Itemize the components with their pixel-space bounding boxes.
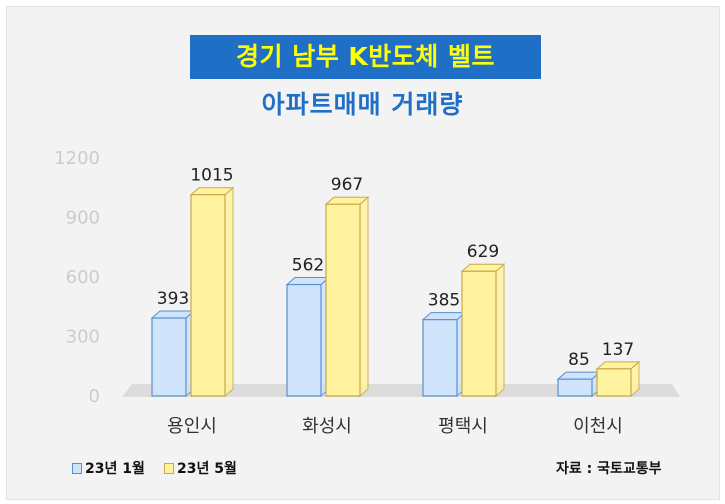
data-label: 85	[568, 350, 590, 370]
data-label: 393	[157, 289, 189, 309]
x-category-label: 이천시	[573, 416, 623, 437]
bar-side	[359, 196, 369, 398]
data-label: 385	[428, 291, 460, 311]
bar	[190, 194, 226, 397]
legend-swatch-may	[164, 462, 174, 474]
legend-label-may: 23년 5월	[177, 461, 237, 477]
legend-swatch-jan	[72, 462, 82, 474]
bar-top	[150, 310, 196, 319]
x-category-label: 화성시	[302, 416, 352, 437]
y-tick-label: 1200	[54, 148, 100, 169]
bar-side	[495, 263, 505, 398]
chart-floor	[122, 384, 680, 397]
data-label: 629	[467, 242, 499, 262]
y-tick-label: 600	[66, 267, 100, 288]
bar	[422, 319, 458, 397]
bar-top	[595, 361, 641, 370]
y-tick-label: 0	[89, 386, 100, 407]
data-label: 137	[602, 340, 634, 360]
bar	[151, 317, 187, 397]
bar	[325, 203, 361, 397]
data-label: 562	[292, 256, 324, 276]
y-tick-label: 900	[66, 208, 100, 229]
bar-top	[460, 263, 506, 272]
bar	[286, 283, 322, 397]
bar	[596, 368, 632, 397]
data-label: 1015	[190, 166, 233, 186]
bar-top	[421, 312, 467, 321]
data-label: 967	[331, 175, 363, 195]
bar-top	[324, 196, 370, 205]
bar-top	[285, 277, 331, 286]
bar-top	[189, 187, 235, 196]
x-category-label: 용인시	[167, 416, 217, 437]
y-tick-label: 300	[66, 327, 100, 348]
bar	[461, 270, 497, 397]
chart-subtitle: 아파트매매 거래량	[261, 90, 464, 119]
bar-top	[556, 371, 602, 380]
bar	[557, 378, 593, 397]
chart-title: 경기 남부 K반도체 벨트	[190, 35, 541, 79]
source-note: 자료 : 국토교통부	[556, 461, 662, 477]
bar-side	[224, 186, 234, 398]
x-category-label: 평택시	[438, 416, 488, 437]
legend-label-jan: 23년 1월	[85, 461, 145, 477]
legend-item-jan: 23년 1월	[72, 458, 145, 478]
legend-item-may: 23년 5월	[164, 458, 237, 478]
